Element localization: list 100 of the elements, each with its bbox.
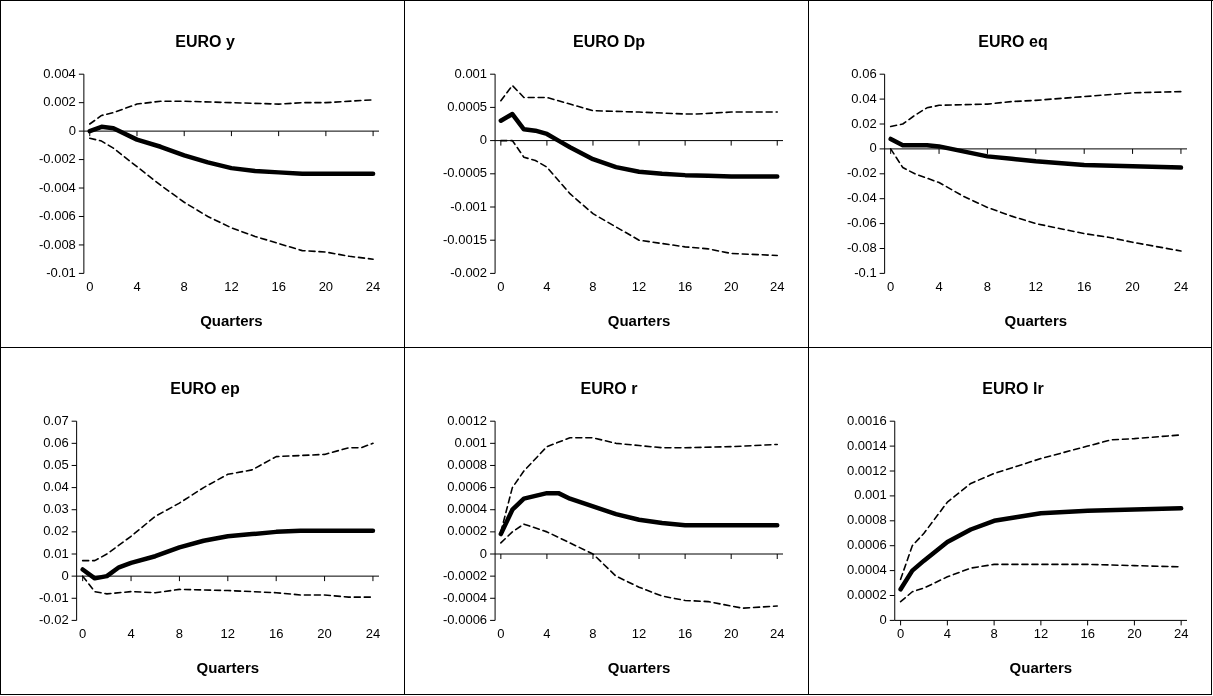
x-tick-label: 16 <box>677 625 693 641</box>
chart-title: EURO y <box>175 33 235 51</box>
x-tick-label: 16 <box>1076 278 1092 294</box>
x-tick-label: 0 <box>896 625 905 641</box>
y-tick-label: -0.004 <box>38 179 76 195</box>
x-tick-label: 8 <box>990 625 998 641</box>
x-tick-label: 12 <box>1028 278 1044 294</box>
x-tick-label: 24 <box>1173 278 1189 294</box>
x-tick-label: 8 <box>180 278 188 294</box>
y-tick-label: 0.04 <box>851 90 877 106</box>
y-tick-label: -0.1 <box>854 264 877 280</box>
x-tick-label: 8 <box>589 625 597 641</box>
chart-title: EURO eq <box>978 33 1048 51</box>
y-tick-label: -0.08 <box>846 240 877 256</box>
x-tick-label: 24 <box>1173 625 1189 641</box>
x-tick-label: 24 <box>365 278 381 294</box>
x-tick-label: 8 <box>175 625 184 641</box>
y-tick-label: 0.06 <box>851 65 877 81</box>
y-tick-label: -0.006 <box>38 208 76 224</box>
y-tick-label: 0.02 <box>851 115 877 131</box>
y-tick-label: -0.02 <box>38 611 69 627</box>
x-tick-label: 20 <box>1125 278 1140 294</box>
y-tick-label: 0.07 <box>43 412 69 428</box>
y-tick-label: -0.001 <box>450 198 488 214</box>
y-tick-label: -0.008 <box>38 236 76 252</box>
y-tick-label: 0.0006 <box>447 479 488 495</box>
x-tick-label: 4 <box>133 278 141 294</box>
y-tick-label: -0.0002 <box>443 567 488 583</box>
y-tick-label: -0.01 <box>38 589 69 605</box>
x-tick-label: 12 <box>220 625 236 641</box>
x-tick-label: 0 <box>86 278 94 294</box>
x-tick-label: 0 <box>79 625 87 641</box>
x-tick-label: 4 <box>543 278 551 294</box>
x-axis-title: Quarters <box>607 312 671 330</box>
x-tick-label: 24 <box>770 625 785 641</box>
y-tick-label: -0.002 <box>450 264 488 280</box>
x-tick-label: 12 <box>631 625 647 641</box>
y-tick-label: 0.001 <box>854 487 887 503</box>
x-tick-label: 20 <box>317 625 332 641</box>
y-tick-label: 0.001 <box>454 65 488 81</box>
x-tick-label: 20 <box>723 278 739 294</box>
y-tick-label: 0 <box>479 545 488 561</box>
chart-title: EURO lr <box>982 380 1044 398</box>
y-tick-label: 0.0008 <box>847 512 887 528</box>
y-tick-label: 0.0012 <box>847 462 887 478</box>
y-tick-label: -0.002 <box>38 151 76 167</box>
x-tick-label: 12 <box>224 278 239 294</box>
y-tick-label: 0.05 <box>43 457 69 473</box>
x-axis-title: Quarters <box>196 659 260 677</box>
chart-title: EURO Dp <box>573 33 646 51</box>
y-tick-label: -0.0005 <box>443 165 488 181</box>
x-tick-label: 4 <box>543 625 551 641</box>
y-tick-label: -0.06 <box>846 215 877 231</box>
y-tick-label: 0.001 <box>454 434 488 450</box>
y-tick-label: 0.004 <box>43 65 76 81</box>
x-tick-label: 4 <box>127 625 135 641</box>
y-tick-label: 0.0012 <box>447 412 488 428</box>
y-tick-label: 0.0002 <box>847 587 887 603</box>
y-tick-label: 0.0004 <box>847 562 887 578</box>
x-tick-label: 20 <box>318 278 334 294</box>
x-tick-label: 12 <box>631 278 647 294</box>
x-axis-title: Quarters <box>607 659 671 677</box>
x-tick-label: 8 <box>983 278 992 294</box>
x-tick-label: 20 <box>1127 625 1142 641</box>
x-tick-label: 16 <box>1080 625 1095 641</box>
y-tick-label: 0 <box>61 567 69 583</box>
y-tick-label: -0.04 <box>846 190 877 206</box>
y-tick-label: 0.03 <box>43 501 69 517</box>
x-tick-label: 0 <box>497 625 505 641</box>
y-tick-label: 0 <box>479 132 488 148</box>
y-tick-label: -0.0004 <box>443 589 488 605</box>
x-tick-label: 4 <box>935 278 943 294</box>
y-tick-label: 0.04 <box>43 479 69 495</box>
y-tick-label: 0.02 <box>43 523 69 539</box>
x-tick-label: 20 <box>723 625 739 641</box>
y-tick-label: 0.0014 <box>847 437 887 453</box>
x-tick-label: 8 <box>589 278 597 294</box>
x-tick-label: 24 <box>770 278 785 294</box>
y-tick-label: 0.0002 <box>447 523 488 539</box>
y-tick-label: 0.01 <box>43 545 69 561</box>
y-tick-label: 0 <box>68 122 76 138</box>
x-axis-title: Quarters <box>1009 659 1073 677</box>
y-tick-label: -0.0006 <box>443 611 488 627</box>
y-tick-label: 0.0006 <box>847 537 887 553</box>
y-tick-label: 0 <box>869 140 877 156</box>
x-tick-label: 16 <box>268 625 284 641</box>
y-tick-label: 0.002 <box>43 94 76 110</box>
chart-title: EURO ep <box>170 380 240 398</box>
y-tick-label: 0.06 <box>43 434 69 450</box>
x-tick-label: 0 <box>497 278 505 294</box>
chart-title: EURO r <box>580 380 638 398</box>
y-tick-label: 0.0005 <box>447 98 488 114</box>
y-tick-label: -0.01 <box>46 264 76 280</box>
y-tick-label: 0.0008 <box>447 457 488 473</box>
y-tick-label: 0.0004 <box>447 501 488 517</box>
x-tick-label: 16 <box>677 278 693 294</box>
x-tick-label: 16 <box>271 278 286 294</box>
y-tick-label: -0.02 <box>846 165 877 181</box>
y-tick-label: -0.0015 <box>443 231 488 247</box>
x-axis-title: Quarters <box>200 312 263 330</box>
